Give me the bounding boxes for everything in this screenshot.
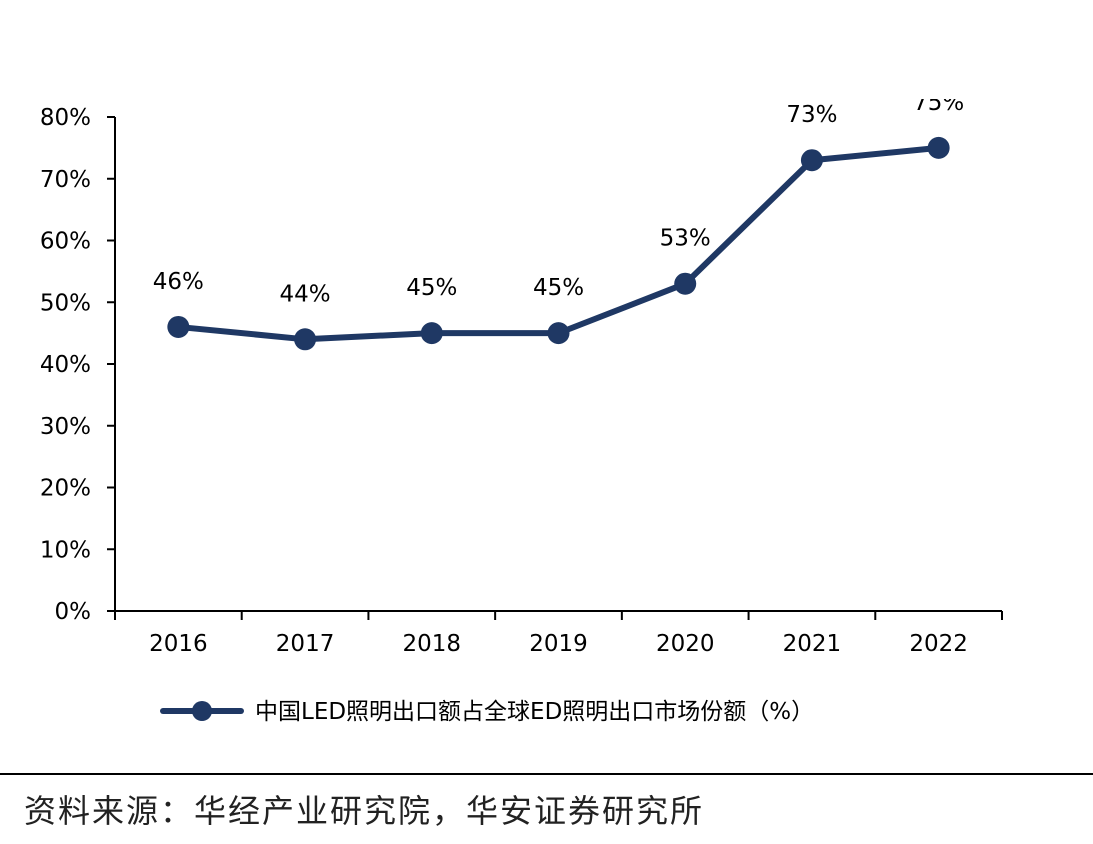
series-line [175, 144, 942, 343]
legend: 中国LED照明出口额占全球ED照明出口市场份额（%） [160, 699, 814, 725]
legend-label: 中国LED照明出口额占全球ED照明出口市场份额（%） [255, 699, 814, 725]
y-axis: 0% 10% 20% 30% 40% 50% 60% 70% 80% [40, 105, 116, 625]
y-tick-label: 20% [40, 476, 91, 502]
source-note: 资料来源：华经产业研究院，华安证券研究所 [24, 792, 705, 830]
data-point-marker [167, 315, 190, 338]
data-point-marker [420, 322, 443, 345]
data-label: 45% [406, 275, 457, 301]
data-label: 46% [153, 269, 204, 295]
x-tick-label: 2019 [529, 631, 588, 657]
source-divider [0, 773, 1093, 775]
data-label: 53% [660, 226, 711, 252]
x-tick-label: 2017 [276, 631, 335, 657]
x-tick-label: 2021 [783, 631, 842, 657]
x-axis: 2016 2017 2018 2019 2020 2021 2022 [114, 610, 1003, 657]
data-label: 44% [280, 281, 331, 307]
data-point-marker [800, 149, 823, 172]
data-point-marker [294, 328, 317, 351]
x-tick-label: 2022 [909, 631, 968, 657]
y-tick-label: 10% [40, 537, 91, 563]
line-chart: 0%10%20%30%40%50%60%70%80% 2016 2017 2018 2… [0, 0, 1093, 725]
data-point-marker [547, 322, 570, 345]
data-point-marker [927, 136, 950, 159]
data-labels: 46% 44% 45% 45%53%73% 75% [0, 0, 1093, 307]
y-tick-label: 0% [55, 599, 92, 625]
x-tick-label: 2020 [656, 631, 715, 657]
y-tick-label: 80% [40, 105, 91, 131]
y-tick-label: 40% [40, 352, 91, 378]
data-label: 45% [533, 275, 584, 301]
top-crop-band [0, 0, 1093, 99]
y-tick-label: 70% [40, 167, 91, 193]
y-tick-label: 30% [40, 414, 91, 440]
y-tick-label: 50% [40, 290, 91, 316]
x-tick-label: 2016 [149, 631, 208, 657]
data-point-marker [674, 272, 697, 295]
legend-marker-swatch [192, 701, 212, 721]
x-tick-label: 2018 [403, 631, 462, 657]
data-label: 73% [786, 102, 837, 128]
y-tick-label: 60% [40, 229, 91, 255]
series-layer [167, 136, 950, 351]
